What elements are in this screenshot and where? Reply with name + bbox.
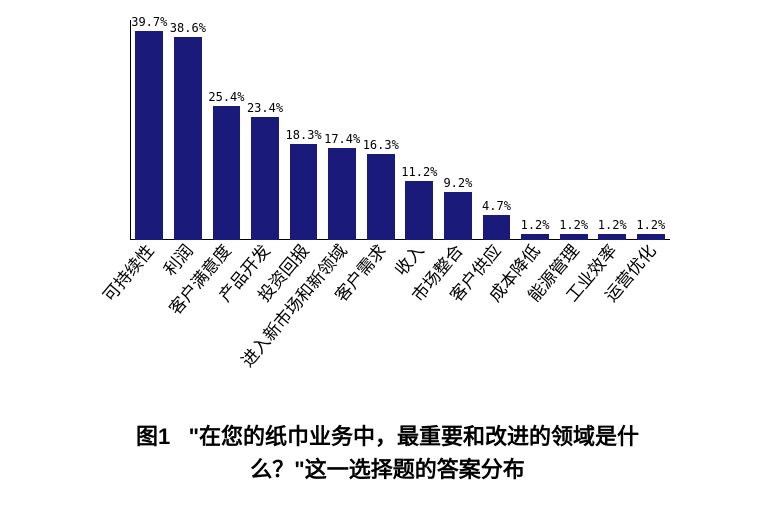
bar-value-label: 38.6% — [170, 21, 206, 35]
plot-area: 39.7%38.6% 25.4%23.4%18.3%17.4%16.3%11.2%… — [130, 20, 670, 240]
bar-slot: 1.2% — [593, 20, 632, 240]
bar-value-label: 11.2% — [401, 165, 437, 179]
bar-slot: 16.3% — [361, 20, 400, 240]
category-label: 可持续性 — [96, 238, 159, 306]
bar — [213, 106, 241, 240]
bar — [251, 117, 279, 240]
bar-slot: 11.2% — [400, 20, 439, 240]
bar-slot: 18.3% — [284, 20, 323, 240]
bar-slot: 25.4% — [207, 20, 246, 240]
bar-value-label: 17.4% — [324, 132, 360, 146]
category-labels: 可持续性利润客户满意度产品开发投资回报进入新市场和新领域客户需求收入市场整合客户… — [130, 240, 670, 390]
bar — [290, 144, 318, 240]
bar — [405, 181, 433, 240]
bar-value-label: 1.2% — [598, 218, 627, 232]
bar-slot: 17.4% — [323, 20, 362, 240]
bar-slot: 38.6% — [169, 20, 208, 240]
bar — [328, 148, 356, 240]
bar-slot: 9.2% — [439, 20, 478, 240]
bar-slot: 4.7% — [477, 20, 516, 240]
bar — [174, 37, 202, 240]
caption-text-1: "在您的纸巾业务中，最重要和改进的领域是什 — [189, 424, 639, 449]
caption-line-2: 么？"这一选择题的答案分布 — [0, 453, 775, 486]
bar-value-label: 9.2% — [443, 176, 472, 190]
caption-line-1: 图1 "在您的纸巾业务中，最重要和改进的领域是什 — [0, 420, 775, 453]
bar-value-label: 1.2% — [521, 218, 550, 232]
bar-chart: 39.7%38.6% 25.4%23.4%18.3%17.4%16.3%11.2%… — [0, 0, 775, 400]
bar-value-label: 1.2% — [559, 218, 588, 232]
bar-value-label: 1.2% — [636, 218, 665, 232]
bar-slot: 1.2% — [554, 20, 593, 240]
bar-slot: 39.7% — [130, 20, 169, 240]
bar-value-label: 25.4% — [208, 90, 244, 104]
bar — [135, 31, 163, 240]
figure-caption: 图1 "在您的纸巾业务中，最重要和改进的领域是什 么？"这一选择题的答案分布 — [0, 420, 775, 486]
bar-value-label: 23.4% — [247, 101, 283, 115]
bars-container: 39.7%38.6% 25.4%23.4%18.3%17.4%16.3%11.2%… — [130, 20, 670, 240]
bar-value-label: 4.7% — [482, 199, 511, 213]
caption-prefix: 图1 — [136, 424, 170, 449]
bar — [483, 215, 511, 240]
bar-value-label: 16.3% — [363, 138, 399, 152]
bar-slot: 23.4% — [246, 20, 285, 240]
bar — [367, 154, 395, 240]
bar-slot: 1.2% — [632, 20, 671, 240]
bar-value-label: 39.7% — [131, 15, 167, 29]
bar-slot: 1.2% — [516, 20, 555, 240]
bar — [444, 192, 472, 240]
bar-value-label: 18.3% — [286, 128, 322, 142]
